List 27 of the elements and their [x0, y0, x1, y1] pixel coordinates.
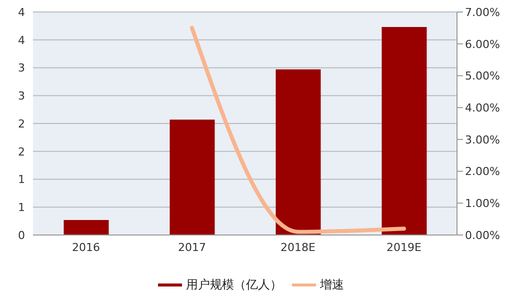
- y2-tick-label: 0.00%: [465, 228, 500, 242]
- y2-tick-label: 3.00%: [465, 133, 500, 146]
- y-tick-label: 2: [18, 145, 25, 158]
- bar: [64, 220, 109, 235]
- x-tick-label: 2017: [178, 240, 206, 254]
- legend-label: 增速: [320, 277, 344, 292]
- bar: [170, 120, 215, 235]
- y-tick-label: 2: [18, 117, 25, 130]
- y-tick-label: 0: [18, 228, 25, 242]
- y2-tick-label: 7.00%: [465, 6, 500, 19]
- y2-tick-label: 1.00%: [465, 197, 500, 210]
- legend-label: 用户规模（亿人）: [186, 277, 282, 292]
- y-tick-label: 4: [18, 34, 25, 47]
- y2-tick-label: 5.00%: [465, 70, 500, 83]
- bar: [382, 27, 427, 235]
- y2-tick-label: 4.00%: [465, 101, 500, 114]
- x-tick-label: 2018E: [280, 240, 316, 254]
- x-tick-label: 2016: [72, 240, 100, 254]
- y-tick-label: 1: [18, 173, 25, 186]
- y-tick-label: 3: [18, 90, 25, 103]
- y-tick-label: 3: [18, 62, 25, 75]
- y2-tick-label: 6.00%: [465, 38, 500, 51]
- bar: [276, 69, 321, 235]
- x-tick-label: 2019E: [386, 240, 422, 254]
- y-tick-label: 1: [18, 201, 25, 214]
- y-tick-label: 4: [18, 6, 25, 19]
- y2-tick-label: 2.00%: [465, 165, 500, 178]
